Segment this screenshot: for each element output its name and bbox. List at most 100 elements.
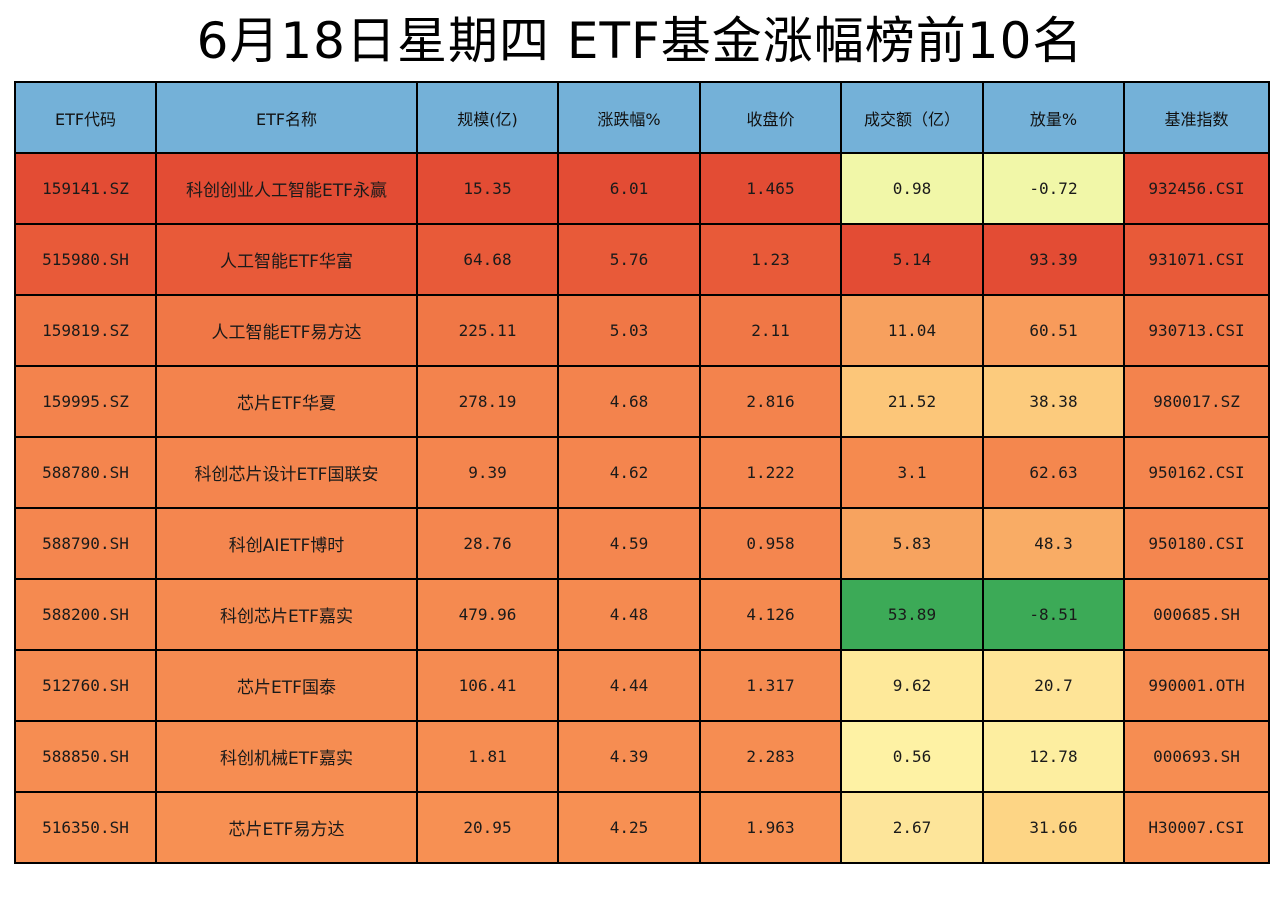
table-row: 588780.SH 科创芯片设计ETF国联安 9.39 4.62 1.222 3… [14,436,1270,509]
header-etf-name: ETF名称 [155,81,418,154]
cell-turnover: 21.52 [840,365,984,438]
cell-benchmark-index: H30007.CSI [1123,791,1270,864]
cell-scale: 15.35 [416,152,559,225]
cell-change-pct: 4.68 [557,365,701,438]
cell-close-price: 2.283 [699,720,842,793]
cell-turnover: 2.67 [840,791,984,864]
cell-scale: 64.68 [416,223,559,296]
cell-volume-ratio: -8.51 [982,578,1125,651]
header-etf-code: ETF代码 [14,81,157,154]
cell-change-pct: 5.76 [557,223,701,296]
etf-ranking-table: ETF代码 ETF名称 规模(亿) 涨跌幅% 收盘价 成交额（亿） 放量% 基准… [14,81,1270,864]
table-row: 588850.SH 科创机械ETF嘉实 1.81 4.39 2.283 0.56… [14,720,1270,793]
cell-change-pct: 4.25 [557,791,701,864]
cell-scale: 9.39 [416,436,559,509]
cell-benchmark-index: 000685.SH [1123,578,1270,651]
cell-etf-code: 159141.SZ [14,152,157,225]
cell-etf-name: 科创机械ETF嘉实 [155,720,418,793]
cell-close-price: 1.963 [699,791,842,864]
cell-etf-name: 人工智能ETF华富 [155,223,418,296]
cell-close-price: 2.816 [699,365,842,438]
header-benchmark-index: 基准指数 [1123,81,1270,154]
cell-volume-ratio: 93.39 [982,223,1125,296]
cell-benchmark-index: 000693.SH [1123,720,1270,793]
header-scale: 规模(亿) [416,81,559,154]
cell-close-price: 4.126 [699,578,842,651]
cell-etf-code: 512760.SH [14,649,157,722]
cell-etf-code: 516350.SH [14,791,157,864]
cell-turnover: 9.62 [840,649,984,722]
table-row: 516350.SH 芯片ETF易方达 20.95 4.25 1.963 2.67… [14,791,1270,864]
table-row: 159819.SZ 人工智能ETF易方达 225.11 5.03 2.11 11… [14,294,1270,367]
table-row: 159995.SZ 芯片ETF华夏 278.19 4.68 2.816 21.5… [14,365,1270,438]
cell-volume-ratio: 60.51 [982,294,1125,367]
cell-change-pct: 4.59 [557,507,701,580]
cell-turnover: 5.83 [840,507,984,580]
table-row: 588790.SH 科创AIETF博时 28.76 4.59 0.958 5.8… [14,507,1270,580]
cell-etf-code: 159995.SZ [14,365,157,438]
cell-turnover: 0.98 [840,152,984,225]
header-close-price: 收盘价 [699,81,842,154]
cell-close-price: 1.222 [699,436,842,509]
cell-etf-code: 588200.SH [14,578,157,651]
table-header-row: ETF代码 ETF名称 规模(亿) 涨跌幅% 收盘价 成交额（亿） 放量% 基准… [14,81,1270,154]
cell-turnover: 53.89 [840,578,984,651]
cell-etf-code: 588790.SH [14,507,157,580]
cell-benchmark-index: 990001.OTH [1123,649,1270,722]
cell-turnover: 0.56 [840,720,984,793]
page-title: 6月18日星期四 ETF基金涨幅榜前10名 [196,12,1084,70]
cell-etf-code: 515980.SH [14,223,157,296]
cell-turnover: 11.04 [840,294,984,367]
cell-benchmark-index: 930713.CSI [1123,294,1270,367]
cell-volume-ratio: 31.66 [982,791,1125,864]
cell-change-pct: 5.03 [557,294,701,367]
cell-scale: 1.81 [416,720,559,793]
cell-close-price: 1.23 [699,223,842,296]
cell-scale: 106.41 [416,649,559,722]
cell-etf-name: 科创芯片ETF嘉实 [155,578,418,651]
table-row: 588200.SH 科创芯片ETF嘉实 479.96 4.48 4.126 53… [14,578,1270,651]
cell-scale: 225.11 [416,294,559,367]
cell-volume-ratio: 12.78 [982,720,1125,793]
cell-benchmark-index: 931071.CSI [1123,223,1270,296]
cell-turnover: 5.14 [840,223,984,296]
cell-etf-name: 芯片ETF易方达 [155,791,418,864]
cell-volume-ratio: 48.3 [982,507,1125,580]
cell-etf-code: 588850.SH [14,720,157,793]
cell-change-pct: 6.01 [557,152,701,225]
cell-benchmark-index: 950162.CSI [1123,436,1270,509]
cell-etf-name: 科创AIETF博时 [155,507,418,580]
cell-volume-ratio: -0.72 [982,152,1125,225]
cell-etf-code: 588780.SH [14,436,157,509]
table-row: 159141.SZ 科创创业人工智能ETF永赢 15.35 6.01 1.465… [14,152,1270,225]
cell-scale: 479.96 [416,578,559,651]
header-turnover: 成交额（亿） [840,81,984,154]
cell-close-price: 0.958 [699,507,842,580]
cell-volume-ratio: 62.63 [982,436,1125,509]
cell-etf-name: 芯片ETF华夏 [155,365,418,438]
cell-volume-ratio: 38.38 [982,365,1125,438]
cell-turnover: 3.1 [840,436,984,509]
cell-benchmark-index: 950180.CSI [1123,507,1270,580]
table-row: 512760.SH 芯片ETF国泰 106.41 4.44 1.317 9.62… [14,649,1270,722]
cell-benchmark-index: 980017.SZ [1123,365,1270,438]
header-change-pct: 涨跌幅% [557,81,701,154]
cell-change-pct: 4.39 [557,720,701,793]
header-volume-ratio: 放量% [982,81,1125,154]
cell-benchmark-index: 932456.CSI [1123,152,1270,225]
cell-etf-name: 芯片ETF国泰 [155,649,418,722]
cell-etf-name: 科创芯片设计ETF国联安 [155,436,418,509]
cell-etf-name: 科创创业人工智能ETF永赢 [155,152,418,225]
cell-scale: 28.76 [416,507,559,580]
table-row: 515980.SH 人工智能ETF华富 64.68 5.76 1.23 5.14… [14,223,1270,296]
cell-close-price: 1.317 [699,649,842,722]
cell-scale: 20.95 [416,791,559,864]
cell-close-price: 1.465 [699,152,842,225]
cell-close-price: 2.11 [699,294,842,367]
cell-change-pct: 4.44 [557,649,701,722]
cell-volume-ratio: 20.7 [982,649,1125,722]
cell-change-pct: 4.48 [557,578,701,651]
cell-scale: 278.19 [416,365,559,438]
cell-change-pct: 4.62 [557,436,701,509]
cell-etf-code: 159819.SZ [14,294,157,367]
